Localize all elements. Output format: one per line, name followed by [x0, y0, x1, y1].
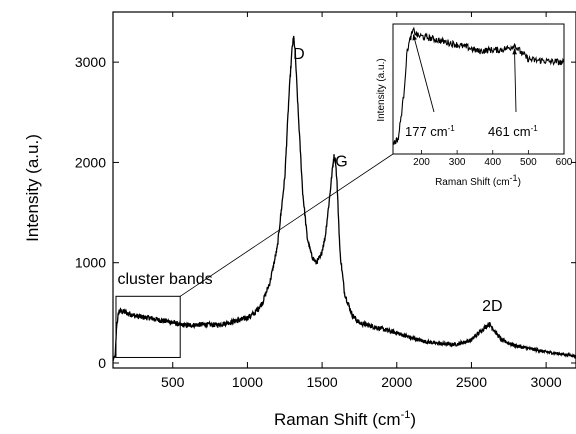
- cluster-bands-label: cluster bands: [117, 271, 212, 288]
- inset-annotation-label: 177 cm-1: [405, 124, 455, 139]
- inset-annotation-label: 461 cm-1: [488, 124, 538, 139]
- inset-x-axis-label: Raman Shift (cm-1): [435, 173, 521, 188]
- y-tick-label: 3000: [75, 54, 106, 70]
- inset-x-axis-label-sup: -1: [510, 173, 518, 183]
- y-tick-label: 1000: [75, 255, 106, 271]
- x-tick-label: 2000: [381, 374, 412, 390]
- x-axis-ticks: 500 1000 1500 2000 2500 3000: [161, 12, 562, 390]
- x-axis-label-sup: -1: [401, 409, 411, 421]
- inset-annotation-text: 177 cm: [405, 124, 448, 139]
- cluster-bands-box: [115, 295, 181, 358]
- x-axis-label-text: Raman Shift (cm: [274, 410, 401, 429]
- x-tick-label: 3000: [531, 374, 562, 390]
- inset-x-tick-label: 400: [484, 157, 501, 168]
- y-tick-label: 2000: [75, 154, 106, 170]
- y-axis-ticks: 0 1000 2000 3000: [75, 54, 576, 371]
- main-plot: 500 1000 1500 2000 2500 3000 0 1000 2000 3000 D G…: [23, 11, 576, 429]
- x-tick-label: 1000: [232, 374, 263, 390]
- inset-annotation-sup: -1: [448, 124, 456, 133]
- inset-spectrum-line: [392, 26, 565, 145]
- inset-annotations: 177 cm-1 461 cm-1: [405, 34, 538, 139]
- zoom-connector-line: [179, 153, 394, 297]
- peak-label: D: [293, 46, 305, 63]
- inset-frame: [392, 23, 565, 155]
- inset-x-axis-label-close: ): [518, 177, 521, 188]
- inset-annotation-text: 461 cm: [488, 124, 531, 139]
- peak-label: G: [335, 153, 347, 170]
- inset-annotation-arrowhead: [412, 34, 417, 41]
- inset-annotation-arrowhead: [512, 48, 517, 55]
- inset-x-tick-label: 500: [520, 157, 537, 168]
- inset-y-axis-label: Intensity (a.u.): [376, 58, 387, 121]
- x-axis-label: Raman Shift (cm-1): [274, 409, 416, 429]
- peak-labels: D G 2D: [293, 46, 502, 315]
- y-axis-label: Intensity (a.u.): [23, 134, 42, 242]
- plot-frame: [112, 11, 576, 369]
- inset-x-tick-label: 200: [413, 157, 430, 168]
- spectrum-line: [112, 35, 576, 362]
- x-tick-label: 1500: [307, 374, 338, 390]
- x-tick-label: 500: [161, 374, 185, 390]
- inset-x-axis-ticks: 200 300 400 500 600: [413, 150, 573, 168]
- inset-x-tick-label: 300: [449, 157, 466, 168]
- inset-annotation-sup: -1: [531, 124, 539, 133]
- inset-x-axis-label-text: Raman Shift (cm: [435, 177, 509, 188]
- x-tick-label: 2500: [456, 374, 487, 390]
- inset-plot: 200 300 400 500 600 177 cm-1 461 cm-1 Raman S…: [376, 23, 573, 188]
- peak-label: 2D: [482, 298, 502, 315]
- x-axis-label-close: ): [410, 410, 416, 429]
- inset-annotation-arrow: [514, 48, 517, 113]
- inset-x-tick-label: 600: [556, 157, 573, 168]
- y-tick-label: 0: [98, 355, 106, 371]
- inset-annotation-arrow: [412, 34, 435, 113]
